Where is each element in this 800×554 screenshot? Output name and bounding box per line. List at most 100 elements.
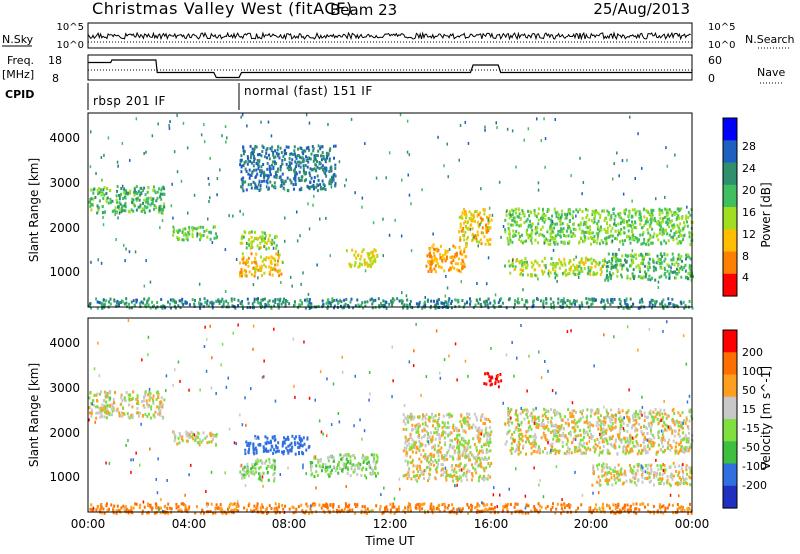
power-cell: [530, 261, 533, 265]
velocity-cell: [108, 398, 111, 402]
power-cell: [560, 240, 563, 244]
velocity-cell: [308, 444, 311, 448]
velocity-cell: [604, 430, 607, 434]
velocity-cell: [476, 456, 479, 460]
velocity-cell: [268, 457, 271, 461]
power-cell: [432, 260, 435, 264]
velocity-cell: [429, 453, 432, 457]
power-cell: [202, 225, 205, 229]
velocity-cell: [107, 395, 110, 399]
power-cell: [688, 299, 691, 303]
velocity-cell: [653, 436, 656, 440]
velocity-cell: [316, 474, 319, 477]
power-cell: [666, 269, 669, 273]
velocity-cell: [636, 433, 639, 437]
velocity-cell: [353, 456, 356, 460]
power-cell: [132, 198, 135, 202]
power-cell: [177, 304, 180, 308]
velocity-cell: [477, 435, 480, 439]
power-cell: [610, 298, 613, 302]
power-cell: [627, 229, 630, 233]
power-cell: [566, 223, 569, 227]
velocity-cell: [289, 443, 292, 447]
velocity-cell: [407, 468, 410, 472]
velocity-cell: [149, 392, 152, 396]
power-cell: [591, 209, 594, 213]
velocity-cell: [409, 435, 412, 439]
velocity-cell: [601, 428, 604, 432]
power-cell: [278, 303, 280, 307]
velocity-cell: [666, 424, 669, 428]
velocity-cell: [274, 465, 277, 469]
power-cell: [269, 170, 272, 174]
velocity-cell: [105, 395, 108, 399]
velocity-cell: [197, 432, 200, 436]
velocity-cell: [679, 448, 682, 452]
power-cell: [432, 259, 435, 262]
power-cell: [133, 204, 136, 208]
power-cell: [620, 228, 623, 231]
power-cell: [169, 306, 172, 310]
power-cell: [669, 276, 671, 280]
velocity-cell: [462, 444, 465, 448]
power-cell: [652, 208, 655, 212]
power-cell: [250, 174, 253, 177]
velocity-cell: [488, 464, 491, 468]
power-cell: [654, 266, 657, 270]
power-cell: [510, 223, 513, 227]
power-cell: [665, 241, 668, 245]
power-cell: [268, 270, 271, 274]
power-cell: [558, 258, 561, 262]
velocity-cell: [480, 415, 483, 419]
velocity-cell: [244, 452, 247, 456]
power-cell: [248, 168, 251, 172]
power-cell: [295, 156, 298, 160]
velocity-cell: [100, 413, 103, 417]
power-cell: [341, 306, 344, 310]
power-cell: [643, 241, 645, 245]
power-cell: [590, 303, 593, 307]
power-cell: [571, 214, 574, 218]
power-cell: [247, 172, 250, 176]
power-cell: [608, 260, 611, 263]
power-cell: [550, 231, 553, 235]
power-cell: [98, 199, 101, 203]
power-cell: [517, 215, 520, 219]
power-cell: [623, 208, 626, 212]
power-cbar-swatch: [723, 207, 737, 230]
velocity-cell: [202, 431, 205, 435]
velocity-cell: [422, 472, 425, 476]
power-cell: [284, 303, 287, 307]
power-cell: [543, 270, 546, 274]
power-cell: [677, 207, 680, 211]
freq-label: Freq.: [7, 54, 34, 67]
velocity-cell: [466, 420, 469, 424]
power-cell: [328, 157, 331, 161]
power-cell: [202, 233, 205, 237]
power-cell: [310, 152, 313, 156]
velocity-cell: [662, 445, 665, 449]
power-cell: [610, 267, 613, 271]
power-cell: [676, 257, 679, 261]
velocity-cell: [298, 452, 300, 456]
power-cell: [483, 300, 486, 304]
power-cell: [691, 306, 694, 310]
power-cell: [596, 237, 599, 241]
velocity-cell: [685, 436, 688, 440]
power-cell: [137, 190, 140, 194]
velocity-cell: [635, 418, 638, 422]
velocity-cell: [662, 436, 665, 439]
power-cell: [329, 303, 332, 307]
power-cell: [353, 264, 356, 268]
velocity-cell: [443, 424, 446, 428]
power-cell: [487, 225, 490, 229]
power-cell: [648, 257, 651, 261]
power-cell: [145, 200, 148, 204]
velocity-cell: [404, 441, 407, 445]
velocity-cell: [418, 415, 421, 419]
power-cell: [612, 212, 615, 216]
power-cell: [622, 242, 625, 246]
velocity-cell: [409, 461, 412, 465]
velocity-cell: [120, 411, 123, 415]
power-cell: [545, 297, 548, 301]
